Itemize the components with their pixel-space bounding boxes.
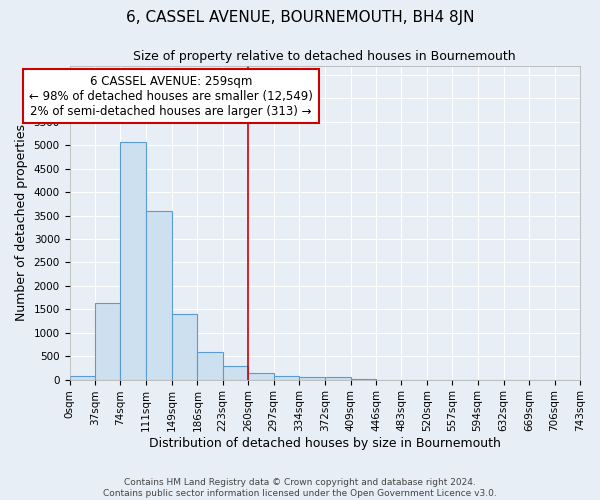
- Bar: [274, 376, 299, 380]
- Bar: [121, 142, 146, 380]
- Text: 6 CASSEL AVENUE: 259sqm
← 98% of detached houses are smaller (12,549)
2% of semi: 6 CASSEL AVENUE: 259sqm ← 98% of detache…: [29, 74, 313, 118]
- X-axis label: Distribution of detached houses by size in Bournemouth: Distribution of detached houses by size …: [149, 437, 501, 450]
- Text: Contains HM Land Registry data © Crown copyright and database right 2024.
Contai: Contains HM Land Registry data © Crown c…: [103, 478, 497, 498]
- Title: Size of property relative to detached houses in Bournemouth: Size of property relative to detached ho…: [133, 50, 516, 63]
- Bar: [197, 352, 223, 380]
- Bar: [325, 377, 350, 380]
- Bar: [95, 304, 121, 380]
- Y-axis label: Number of detached properties: Number of detached properties: [15, 124, 28, 321]
- Bar: [146, 211, 172, 380]
- Bar: [172, 314, 197, 380]
- Bar: [223, 366, 248, 380]
- Text: 6, CASSEL AVENUE, BOURNEMOUTH, BH4 8JN: 6, CASSEL AVENUE, BOURNEMOUTH, BH4 8JN: [126, 10, 474, 25]
- Bar: [299, 377, 325, 380]
- Bar: [70, 376, 95, 380]
- Bar: [248, 374, 274, 380]
